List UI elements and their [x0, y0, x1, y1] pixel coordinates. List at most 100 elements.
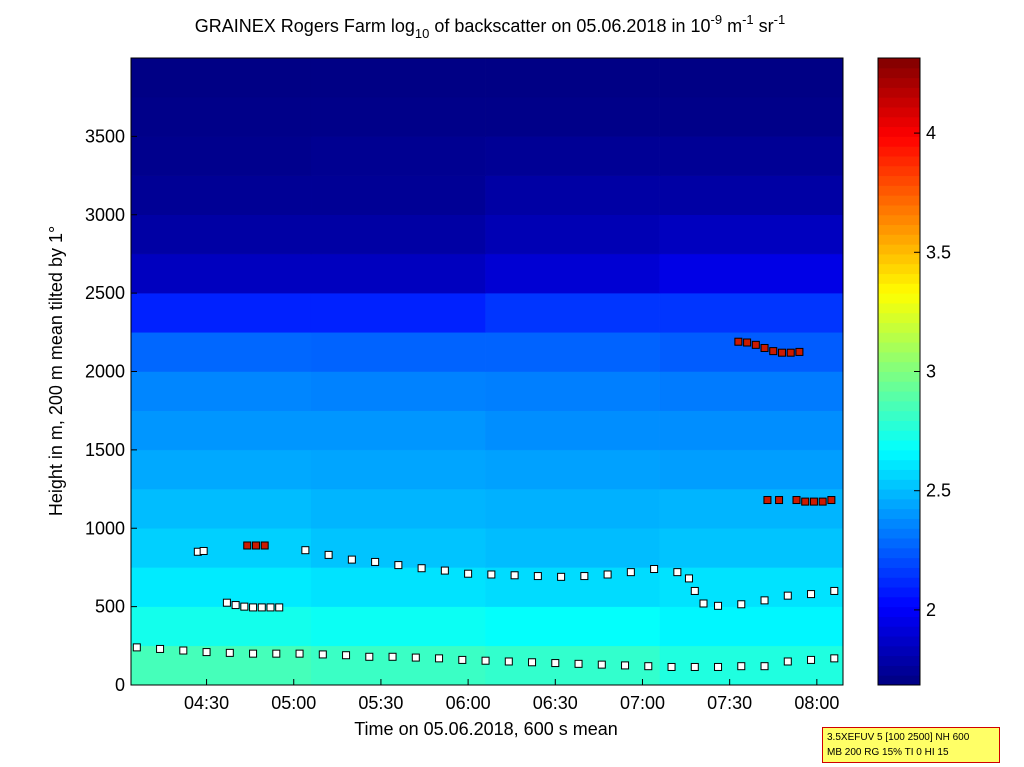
colorbar-step	[878, 430, 920, 441]
colorbar-step	[878, 538, 920, 549]
title-part: of backscatter on 05.06.2018 in 10	[429, 16, 710, 36]
colorbar-step	[878, 293, 920, 304]
title-part: 10	[415, 26, 429, 41]
heat-cell	[310, 175, 486, 215]
cloud-marker	[464, 569, 473, 578]
colorbar-step	[878, 342, 920, 353]
colorbar-step	[878, 645, 920, 657]
colorbar-step	[878, 596, 920, 608]
heat-cell	[310, 567, 486, 607]
cloud-marker	[737, 662, 746, 671]
heat-cell	[659, 96, 844, 137]
cloud-marker	[240, 602, 249, 611]
cloud-marker	[690, 662, 699, 671]
colorbar-step	[878, 636, 920, 647]
heat-cell	[310, 449, 486, 490]
heat-cell	[485, 528, 661, 568]
y-tick-label: 2000	[85, 362, 125, 382]
colorbar-step	[878, 547, 920, 559]
colorbar-step	[878, 185, 920, 196]
colorbar-step	[878, 273, 920, 284]
cloud-marker	[231, 601, 240, 610]
heat-cell	[130, 332, 312, 372]
cloud-marker	[777, 348, 786, 357]
heat-cell	[659, 528, 844, 568]
y-tick-label: 1500	[85, 440, 125, 460]
heat-cell	[130, 528, 312, 568]
cloud-marker	[807, 655, 816, 664]
colorbar-step	[878, 469, 920, 480]
heat-cell	[130, 371, 312, 411]
colorbar-step	[878, 87, 920, 98]
cloud-marker	[603, 570, 612, 579]
heat-cell	[659, 645, 844, 686]
heat-cell	[130, 410, 312, 451]
heat-cell	[659, 136, 844, 176]
heat-cell	[310, 645, 486, 686]
colorbar-step	[878, 126, 920, 137]
colorbar-step	[878, 234, 920, 245]
cloud-marker	[714, 662, 723, 671]
cloud-marker	[199, 546, 208, 555]
cloud-marker	[760, 343, 769, 352]
cloud-marker	[699, 599, 708, 608]
heat-cell	[659, 449, 844, 490]
heat-cell	[485, 449, 661, 490]
cloud-marker	[388, 652, 397, 661]
cloud-marker	[179, 646, 188, 655]
colorbar-step	[878, 67, 920, 79]
x-tick-label: 07:00	[620, 693, 665, 713]
cloud-marker	[243, 541, 252, 550]
x-tick-label: 04:30	[184, 693, 229, 713]
heat-cell	[659, 292, 844, 333]
cloud-marker	[621, 661, 630, 670]
title-part: m	[722, 16, 742, 36]
cloud-marker	[365, 652, 374, 661]
heat-cell	[659, 332, 844, 372]
cloud-marker	[458, 655, 467, 664]
cloud-marker	[786, 348, 795, 357]
cloud-marker	[650, 565, 659, 574]
cloud-marker	[801, 497, 810, 506]
heat-cell	[130, 57, 312, 98]
heat-cell	[485, 136, 661, 176]
colorbar-step	[878, 244, 920, 255]
heat-cell	[310, 57, 486, 98]
cloud-marker	[275, 603, 284, 612]
cloud-marker	[783, 591, 792, 600]
cloud-marker	[394, 561, 403, 570]
settings-line: 3.5XEFUV 5 [100 2500] NH 600	[827, 732, 970, 743]
heat-cell	[485, 371, 661, 411]
colorbar-step	[878, 489, 920, 500]
heat-cell	[310, 332, 486, 372]
cloud-marker	[763, 496, 772, 505]
colorbar-step	[878, 155, 920, 167]
heat-cell	[659, 410, 844, 451]
heat-cell	[659, 214, 844, 255]
colorbar-step	[878, 606, 920, 617]
cloud-marker	[673, 568, 682, 577]
colorbar-tick-label: 4	[926, 123, 936, 143]
colorbar-step	[878, 381, 920, 392]
cloud-marker	[597, 660, 606, 669]
settings-line: MB 200 RG 15% TI 0 HI 15	[827, 747, 949, 758]
colorbar-step	[878, 224, 920, 235]
cloud-marker	[795, 347, 804, 356]
cloud-marker	[371, 557, 380, 566]
y-axis-label: Height in m, 200 m mean tilted by 1°	[46, 226, 66, 516]
colorbar-step	[878, 283, 920, 294]
cloud-marker	[266, 603, 275, 612]
colorbar-step	[878, 557, 920, 568]
cloud-marker	[440, 566, 449, 575]
cloud-marker	[533, 572, 542, 581]
cloud-marker	[222, 598, 231, 607]
cloud-marker	[580, 572, 589, 581]
colorbar-step	[878, 449, 920, 461]
colorbar-step	[878, 626, 920, 637]
cloud-marker	[251, 541, 260, 550]
heat-cell	[130, 136, 312, 176]
cloud-marker	[295, 649, 304, 658]
heat-cell	[130, 175, 312, 215]
colorbar-step	[878, 361, 920, 372]
heat-cell	[485, 214, 661, 255]
